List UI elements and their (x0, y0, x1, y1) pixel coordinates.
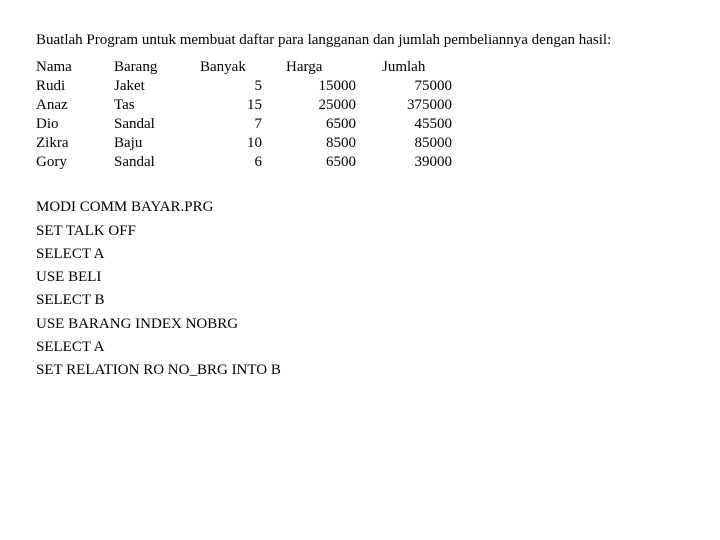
table-row: Anaz Tas 15 25000 375000 (36, 96, 452, 115)
table-row: Dio Sandal 7 6500 45500 (36, 115, 452, 134)
table-row: Rudi Jaket 5 15000 75000 (36, 77, 452, 96)
cell-jumlah: 85000 (374, 134, 452, 153)
cell-nama: Dio (36, 115, 114, 134)
code-line: USE BELI (36, 266, 684, 289)
cell-jumlah: 75000 (374, 77, 452, 96)
cell-jumlah: 375000 (374, 96, 452, 115)
code-line: SELECT B (36, 289, 684, 312)
cell-harga: 15000 (280, 77, 374, 96)
code-block: MODI COMM BAYAR.PRG SET TALK OFF SELECT … (36, 196, 684, 382)
cell-barang: Sandal (114, 153, 192, 172)
code-line: SET TALK OFF (36, 220, 684, 243)
intro-text: Buatlah Program untuk membuat daftar par… (36, 30, 684, 50)
document-page: Buatlah Program untuk membuat daftar par… (0, 0, 720, 412)
cell-nama: Anaz (36, 96, 114, 115)
code-line: SELECT A (36, 336, 684, 359)
code-line: MODI COMM BAYAR.PRG (36, 196, 684, 219)
purchase-table: Nama Barang Banyak Harga Jumlah Rudi Jak… (36, 58, 452, 172)
header-barang: Barang (114, 58, 192, 77)
cell-banyak: 7 (192, 115, 280, 134)
cell-jumlah: 45500 (374, 115, 452, 134)
cell-harga: 6500 (280, 153, 374, 172)
cell-harga: 8500 (280, 134, 374, 153)
cell-barang: Tas (114, 96, 192, 115)
cell-nama: Gory (36, 153, 114, 172)
header-banyak: Banyak (192, 58, 280, 77)
cell-nama: Rudi (36, 77, 114, 96)
cell-banyak: 6 (192, 153, 280, 172)
cell-jumlah: 39000 (374, 153, 452, 172)
cell-nama: Zikra (36, 134, 114, 153)
cell-barang: Sandal (114, 115, 192, 134)
cell-barang: Baju (114, 134, 192, 153)
cell-harga: 6500 (280, 115, 374, 134)
header-harga: Harga (280, 58, 374, 77)
table-row: Gory Sandal 6 6500 39000 (36, 153, 452, 172)
cell-banyak: 10 (192, 134, 280, 153)
header-jumlah: Jumlah (374, 58, 452, 77)
table-row: Zikra Baju 10 8500 85000 (36, 134, 452, 153)
code-line: SELECT A (36, 243, 684, 266)
header-nama: Nama (36, 58, 114, 77)
code-line: USE BARANG INDEX NOBRG (36, 313, 684, 336)
cell-banyak: 5 (192, 77, 280, 96)
cell-banyak: 15 (192, 96, 280, 115)
cell-harga: 25000 (280, 96, 374, 115)
cell-barang: Jaket (114, 77, 192, 96)
table-header-row: Nama Barang Banyak Harga Jumlah (36, 58, 452, 77)
code-line: SET RELATION RO NO_BRG INTO B (36, 359, 684, 382)
